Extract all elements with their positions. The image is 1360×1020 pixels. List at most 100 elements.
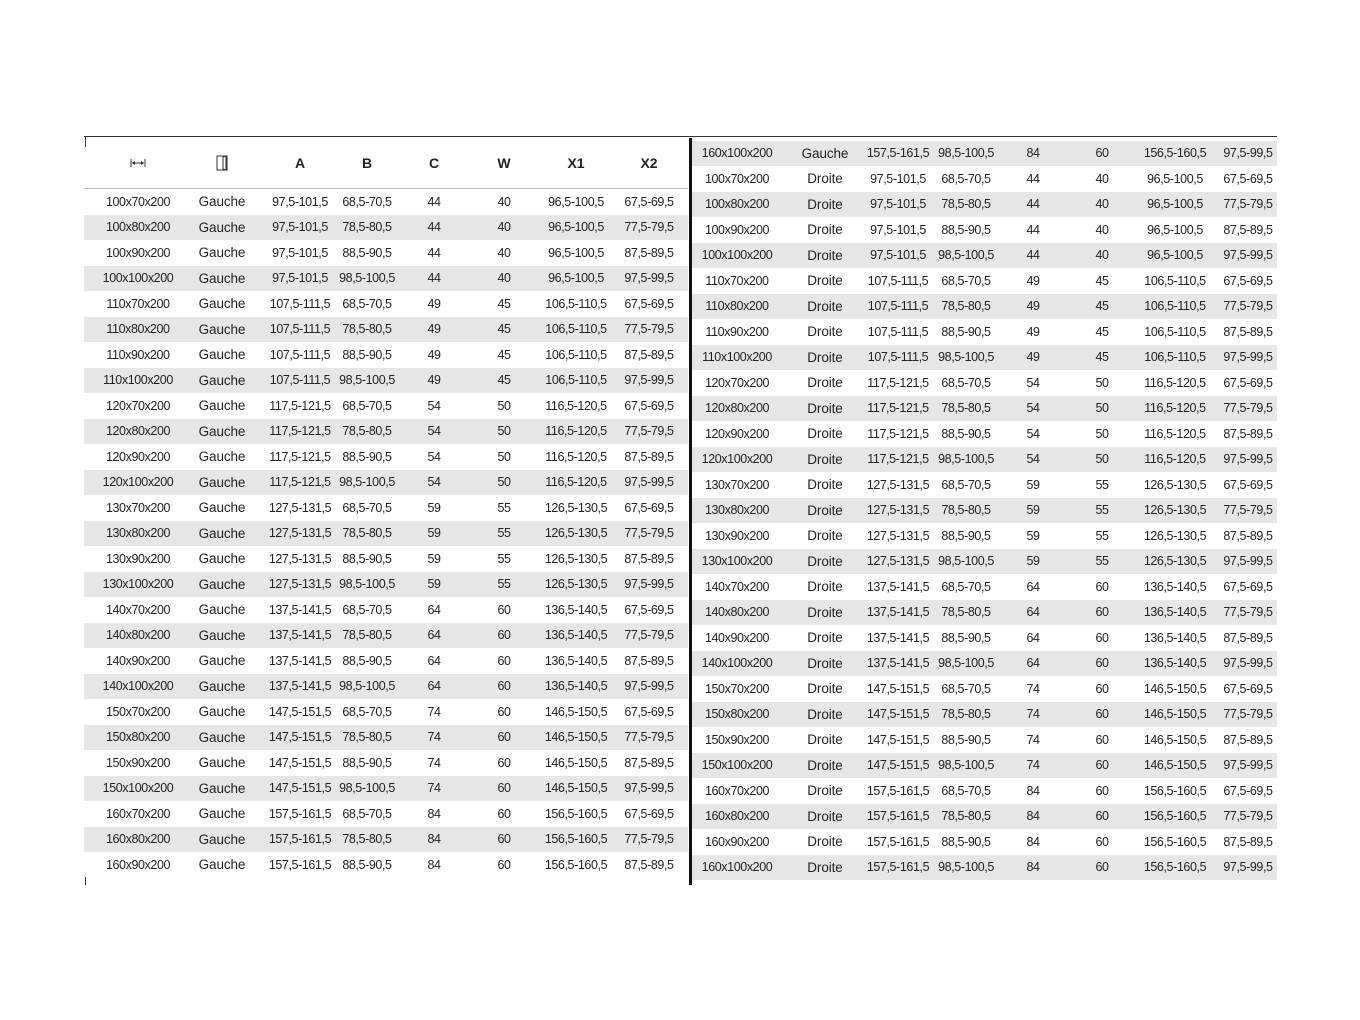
cell-x1: 96,5-100,5: [1147, 197, 1203, 212]
cell-direction: Droite: [807, 783, 843, 799]
cell-c: 84: [1026, 146, 1040, 161]
cell-x1: 106,5-110,5: [1144, 299, 1206, 314]
cell-a: 97,5-101,5: [272, 220, 328, 235]
cell-direction: Droite: [807, 732, 843, 748]
cell-w: 60: [497, 857, 511, 872]
table-row: 130x70x200 Gauche 127,5-131,5 68,5-70,5 59 55…: [84, 495, 688, 521]
cell-x1: 136,5-140,5: [1143, 605, 1207, 620]
cell-x2: 77,5-79,5: [624, 220, 674, 235]
cell-x2: 97,5-99,5: [624, 781, 674, 796]
cell-a: 97,5-101,5: [272, 245, 328, 260]
cell-direction: Droite: [807, 196, 843, 212]
cell-b: 98,5-100,5: [938, 860, 994, 875]
cell-c: 64: [427, 679, 441, 694]
cell-w: 60: [1095, 809, 1109, 824]
table-header: A B C W X1 X2: [84, 137, 688, 189]
cell-c: 49: [1026, 350, 1040, 365]
cell-x1: 106,5-110,5: [1144, 273, 1206, 288]
cell-x2: 87,5-89,5: [624, 347, 674, 362]
table-row: 130x100x200 Droite 127,5-131,5 98,5-100,5 59…: [692, 548, 1277, 574]
cell-size: 130x80x200: [105, 526, 171, 541]
cell-size: 160x90x200: [105, 857, 171, 872]
table-row: 100x90x200 Gauche 97,5-101,5 88,5-90,5 44 40 9…: [84, 240, 688, 266]
cell-c: 44: [1026, 171, 1040, 186]
cell-x2: 77,5-79,5: [1223, 605, 1273, 620]
door-icon: [216, 154, 228, 171]
cell-direction: Gauche: [198, 194, 246, 210]
cell-a: 157,5-161,5: [866, 146, 930, 161]
cell-x1: 156,5-160,5: [1143, 146, 1207, 161]
cell-a: 147,5-151,5: [268, 755, 332, 770]
table-row: 140x90x200 Gauche 137,5-141,5 88,5-90,5 64 60…: [84, 648, 688, 674]
cell-size: 130x70x200: [704, 477, 770, 492]
cell-c: 44: [1026, 248, 1040, 263]
cell-w: 60: [497, 679, 511, 694]
cell-x1: 136,5-140,5: [544, 679, 608, 694]
cell-w: 50: [1095, 426, 1109, 441]
cell-x2: 97,5-99,5: [624, 271, 674, 286]
cell-a: 157,5-161,5: [866, 809, 930, 824]
cell-w: 45: [497, 322, 511, 337]
cell-x1: 106,5-110,5: [545, 373, 607, 388]
cell-x2: 97,5-99,5: [1223, 350, 1273, 365]
width-arrows-icon: [130, 158, 146, 167]
cell-c: 74: [1026, 707, 1040, 722]
cell-direction: Gauche: [198, 653, 246, 669]
table-row: 120x80x200 Gauche 117,5-121,5 78,5-80,5 54 50…: [84, 418, 688, 444]
cell-size: 120x100x200: [102, 475, 174, 490]
cell-a: 107,5-111,5: [269, 373, 331, 388]
cell-a: 97,5-101,5: [272, 271, 328, 286]
cell-c: 74: [1026, 732, 1040, 747]
cell-x1: 146,5-150,5: [1143, 758, 1207, 773]
cell-a: 97,5-101,5: [870, 171, 926, 186]
cell-b: 88,5-90,5: [941, 426, 991, 441]
cell-a: 117,5-121,5: [269, 475, 331, 490]
cell-x2: 77,5-79,5: [1223, 299, 1273, 314]
cell-c: 59: [1026, 554, 1040, 569]
cell-c: 54: [1026, 426, 1040, 441]
cell-size: 100x70x200: [704, 171, 770, 186]
cell-size: 140x80x200: [704, 605, 770, 620]
cell-b: 78,5-80,5: [342, 832, 392, 847]
cell-a: 157,5-161,5: [268, 857, 332, 872]
cell-direction: Gauche: [198, 372, 246, 388]
cell-b: 68,5-70,5: [342, 704, 392, 719]
cell-x2: 97,5-99,5: [624, 679, 674, 694]
table-row: 160x100x200 Droite 157,5-161,5 98,5-100,5 84…: [692, 854, 1277, 880]
cell-size: 160x90x200: [704, 834, 770, 849]
cell-x1: 156,5-160,5: [1143, 783, 1207, 798]
cell-a: 127,5-131,5: [866, 528, 930, 543]
cell-b: 88,5-90,5: [941, 222, 991, 237]
cell-b: 78,5-80,5: [941, 197, 991, 212]
cell-a: 107,5-111,5: [269, 322, 331, 337]
header-b: B: [361, 154, 373, 171]
cell-direction: Droite: [807, 834, 843, 850]
cell-direction: Droite: [807, 222, 843, 238]
cell-c: 44: [427, 220, 441, 235]
cell-direction: Droite: [807, 528, 843, 544]
cell-w: 55: [1095, 477, 1109, 492]
table-row: 150x70x200 Gauche 147,5-151,5 68,5-70,5 74 60…: [84, 699, 688, 725]
cell-size: 150x90x200: [704, 732, 770, 747]
cell-c: 44: [427, 194, 441, 209]
cell-x2: 77,5-79,5: [1223, 809, 1273, 824]
cell-b: 78,5-80,5: [342, 220, 392, 235]
cell-direction: Droite: [807, 706, 843, 722]
cell-a: 97,5-101,5: [870, 197, 926, 212]
cell-size: 120x100x200: [701, 452, 773, 467]
cell-a: 117,5-121,5: [269, 424, 331, 439]
table-row: 160x90x200 Gauche 157,5-161,5 88,5-90,5 84 60…: [84, 852, 688, 878]
cell-a: 157,5-161,5: [866, 834, 930, 849]
cell-c: 49: [1026, 273, 1040, 288]
cell-w: 60: [497, 730, 511, 745]
cell-x1: 126,5-130,5: [544, 577, 608, 592]
cell-size: 130x90x200: [105, 551, 171, 566]
cell-x1: 96,5-100,5: [548, 194, 604, 209]
header-a: A: [294, 154, 306, 171]
cell-x1: 146,5-150,5: [544, 730, 608, 745]
cell-c: 64: [1026, 605, 1040, 620]
cell-direction: Droite: [807, 808, 843, 824]
cell-x1: 146,5-150,5: [544, 704, 608, 719]
cell-direction: Gauche: [198, 780, 246, 796]
cell-b: 88,5-90,5: [342, 245, 392, 260]
